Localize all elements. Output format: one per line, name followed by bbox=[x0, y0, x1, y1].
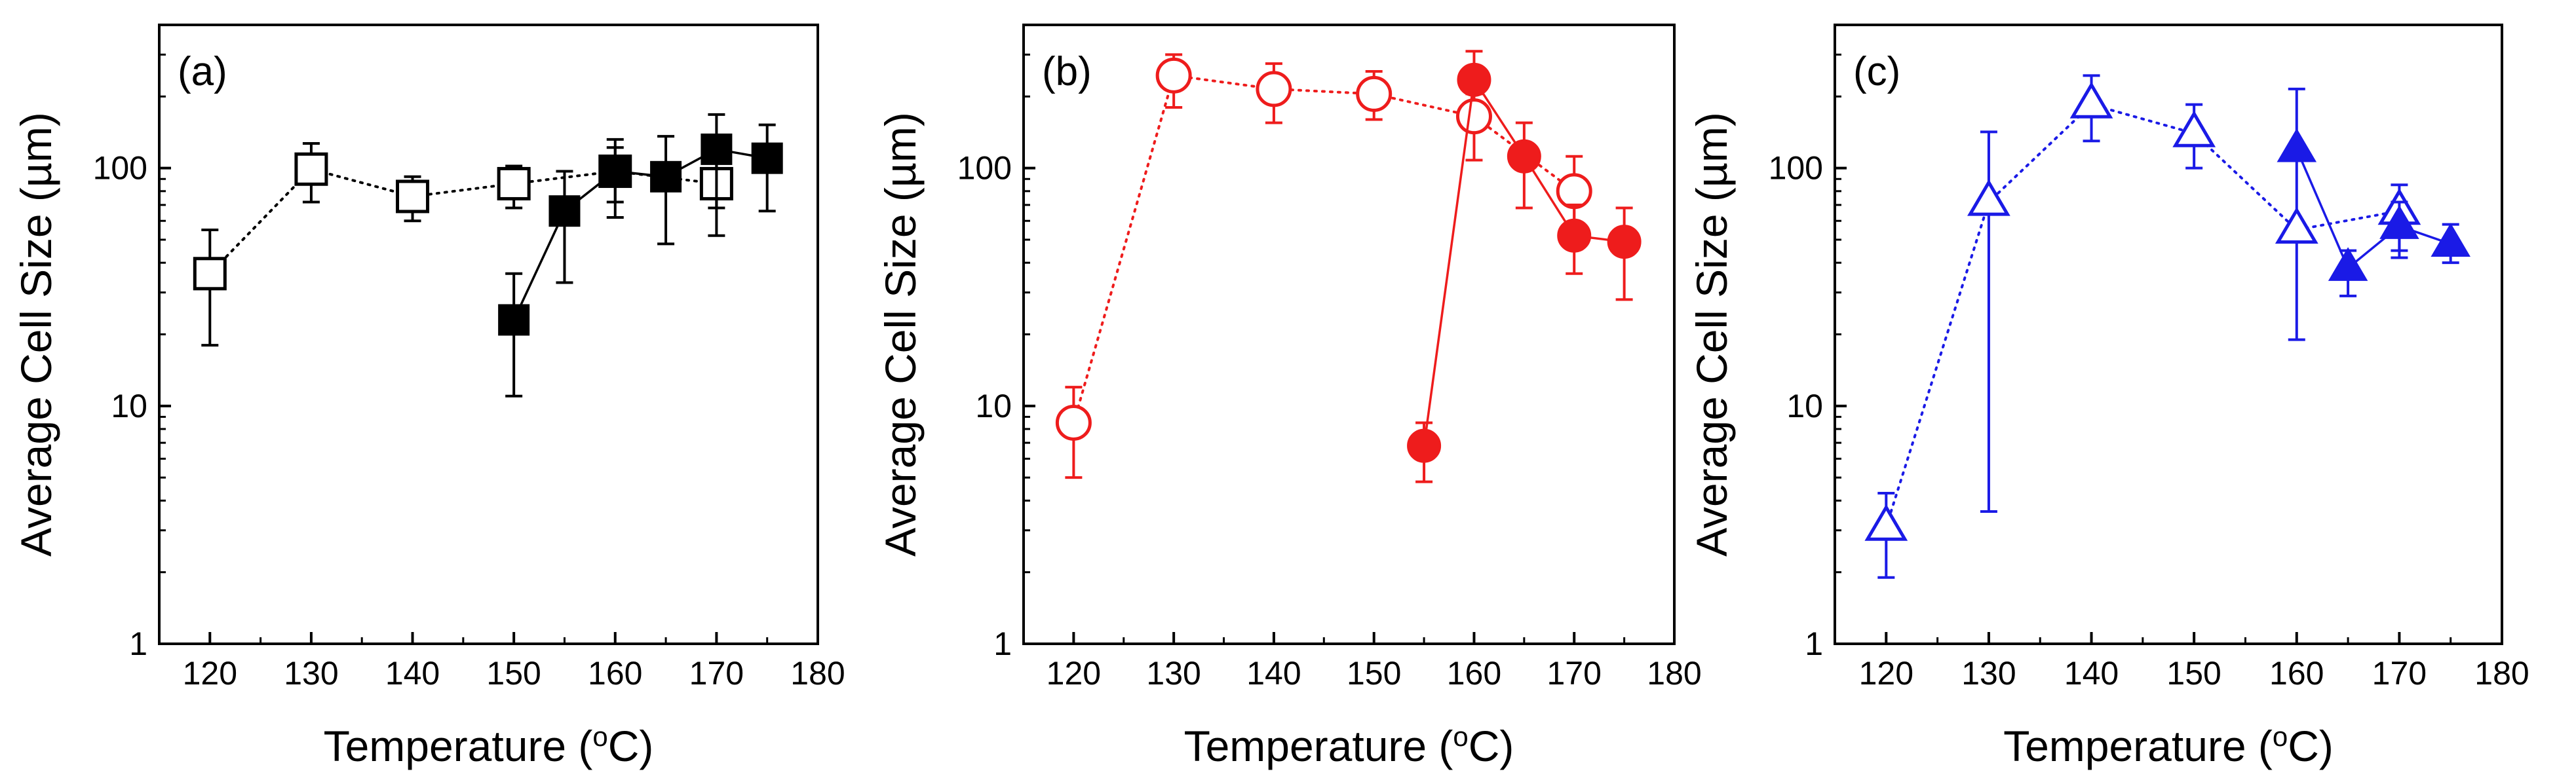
data-point bbox=[1864, 504, 1908, 541]
data-point bbox=[498, 304, 530, 336]
data-point bbox=[2275, 206, 2318, 244]
plot-frame bbox=[158, 24, 819, 645]
y-tick-label: 10 bbox=[111, 388, 147, 424]
data-point bbox=[1967, 179, 2010, 216]
x-tick-label: 170 bbox=[1547, 655, 1602, 692]
data-point bbox=[751, 142, 783, 174]
x-tick-label: 170 bbox=[689, 655, 744, 692]
data-point bbox=[548, 195, 581, 227]
data-point bbox=[2172, 110, 2216, 147]
data-point bbox=[1607, 225, 1642, 259]
data-point bbox=[1356, 75, 1393, 112]
data-point bbox=[2431, 223, 2470, 257]
data-point bbox=[2277, 128, 2317, 162]
x-tick-label: 180 bbox=[2474, 655, 2529, 692]
x-tick-label: 160 bbox=[1447, 655, 1501, 692]
series-line bbox=[1072, 74, 1576, 424]
panel-label: (b) bbox=[1042, 49, 1092, 94]
data-point bbox=[294, 152, 328, 186]
x-axis-title: Temperature (oC) bbox=[2003, 721, 2334, 771]
x-tick-label: 150 bbox=[2166, 655, 2221, 692]
x-tick-label: 180 bbox=[790, 655, 845, 692]
data-point bbox=[193, 257, 227, 291]
x-axis-title-tail: C) bbox=[608, 722, 654, 770]
data-point bbox=[1155, 57, 1192, 94]
data-point bbox=[1407, 428, 1442, 463]
x-axis-title-tail: C) bbox=[2288, 722, 2334, 770]
plot-frame bbox=[1022, 24, 1676, 645]
data-point bbox=[1457, 62, 1491, 97]
x-tick-label: 130 bbox=[1146, 655, 1201, 692]
x-tick-label: 120 bbox=[1047, 655, 1101, 692]
y-tick-label: 10 bbox=[975, 388, 1012, 424]
x-axis-title-superscript: o bbox=[592, 721, 607, 752]
x-tick-label: 150 bbox=[486, 655, 541, 692]
x-axis-title: Temperature (oC) bbox=[1184, 721, 1514, 771]
x-axis-title: Temperature (oC) bbox=[324, 721, 654, 771]
x-axis-title-superscript: o bbox=[2273, 721, 2288, 752]
series-filled bbox=[498, 113, 783, 398]
y-tick-label: 10 bbox=[1786, 388, 1823, 424]
chart-panel-1: 120 130 140 150 160 170 180 1 10 100 Temperature (… bbox=[12, 24, 845, 771]
series-line bbox=[208, 167, 718, 275]
y-tick-label: 100 bbox=[957, 150, 1012, 187]
data-point bbox=[1556, 173, 1592, 210]
data-point bbox=[2379, 205, 2419, 239]
y-axis-title: Average Cell Size (µm) bbox=[876, 112, 925, 557]
data-point bbox=[1557, 218, 1592, 253]
x-tick-label: 160 bbox=[2269, 655, 2324, 692]
data-point bbox=[1055, 404, 1092, 441]
series-open bbox=[1864, 74, 2421, 579]
data-point bbox=[396, 179, 430, 214]
y-tick-label: 1 bbox=[993, 625, 1012, 662]
series-filled bbox=[1407, 50, 1642, 483]
chart-panel-3: 120 130 140 150 160 170 180 1 10 100 Temperature (… bbox=[1687, 24, 2529, 771]
series-line bbox=[1885, 103, 2401, 529]
x-tick-label: 150 bbox=[1347, 655, 1401, 692]
data-point bbox=[1455, 98, 1492, 135]
plot-frame bbox=[1834, 24, 2503, 645]
series-line bbox=[2296, 149, 2451, 270]
series-open bbox=[1055, 53, 1592, 479]
x-tick-label: 120 bbox=[183, 655, 237, 692]
data-point bbox=[2069, 81, 2113, 119]
chart-panel-2: 120 130 140 150 160 170 180 1 10 100 Temperature (… bbox=[876, 24, 1702, 771]
series-filled bbox=[2277, 128, 2470, 297]
x-axis-title-superscript: o bbox=[1453, 721, 1468, 752]
x-tick-label: 180 bbox=[1647, 655, 1701, 692]
x-tick-label: 130 bbox=[284, 655, 338, 692]
x-tick-label: 140 bbox=[385, 655, 440, 692]
data-point bbox=[2328, 247, 2368, 281]
data-point bbox=[599, 155, 631, 187]
x-tick-label: 170 bbox=[2372, 655, 2427, 692]
panel-label: (c) bbox=[1853, 49, 1900, 94]
x-tick-label: 130 bbox=[1961, 655, 2016, 692]
panel-label: (a) bbox=[178, 49, 227, 94]
data-point bbox=[1256, 71, 1292, 107]
x-tick-label: 160 bbox=[588, 655, 642, 692]
data-point bbox=[497, 166, 531, 200]
y-tick-label: 100 bbox=[1769, 150, 1823, 187]
x-tick-label: 120 bbox=[1859, 655, 1913, 692]
y-axis-title: Average Cell Size (µm) bbox=[12, 112, 60, 557]
y-tick-label: 1 bbox=[1805, 625, 1823, 662]
y-tick-label: 100 bbox=[93, 150, 147, 187]
x-tick-label: 140 bbox=[2064, 655, 2119, 692]
data-point bbox=[1507, 139, 1541, 174]
y-axis-title: Average Cell Size (µm) bbox=[1687, 112, 1736, 557]
data-point bbox=[701, 133, 733, 165]
x-axis-title-tail: C) bbox=[1469, 722, 1514, 770]
x-tick-label: 140 bbox=[1246, 655, 1301, 692]
y-tick-label: 1 bbox=[129, 625, 147, 662]
data-point bbox=[650, 160, 682, 193]
